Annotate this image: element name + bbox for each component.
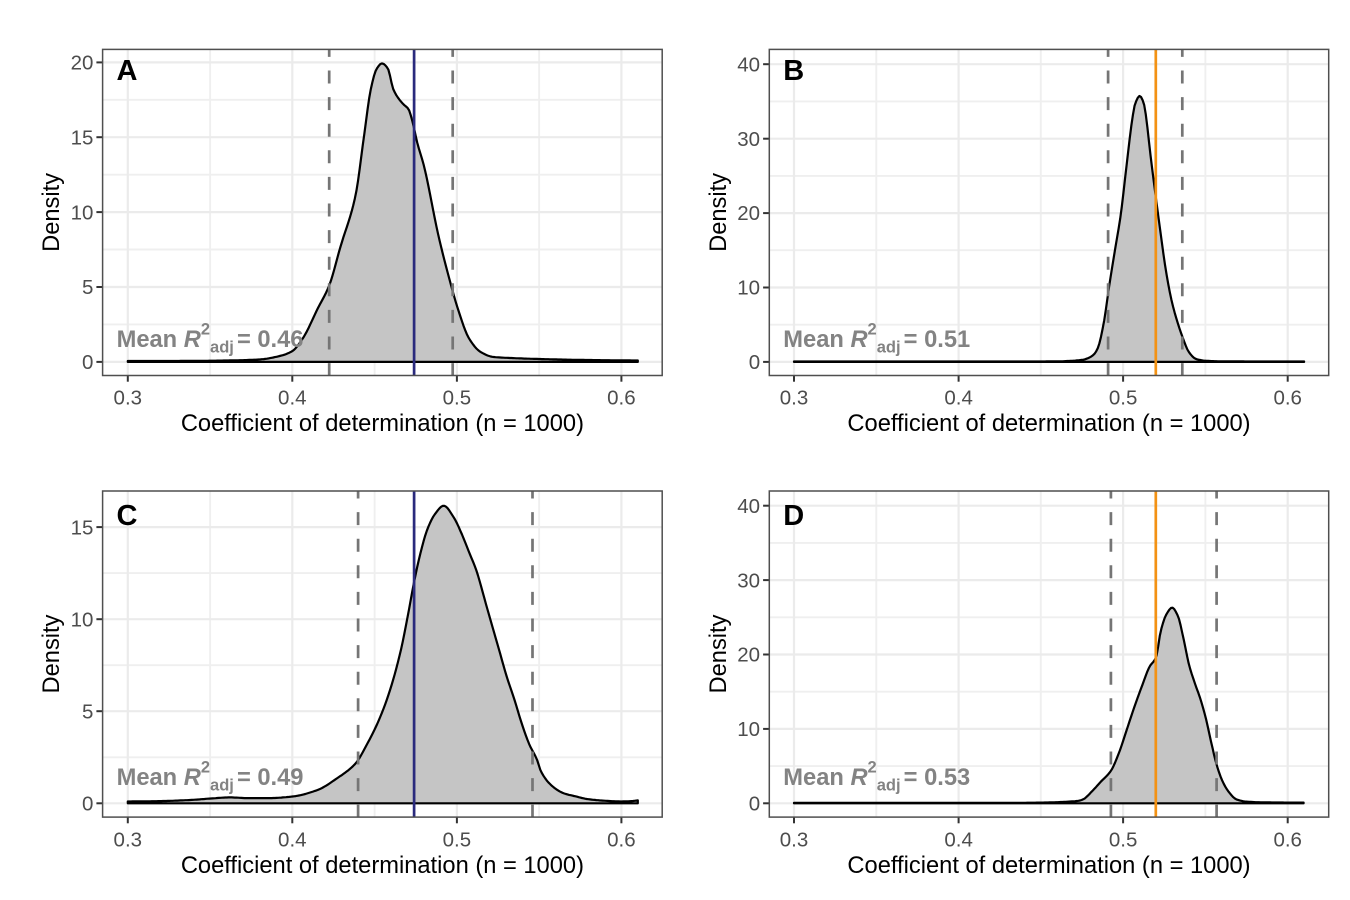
svg-text:0: 0 xyxy=(749,351,760,374)
svg-text:10: 10 xyxy=(737,718,760,741)
svg-text:0.5: 0.5 xyxy=(1109,828,1138,851)
svg-text:0.4: 0.4 xyxy=(278,828,307,851)
svg-text:Density: Density xyxy=(39,614,65,693)
svg-text:Coefficient of determination (: Coefficient of determination (n = 1000) xyxy=(847,411,1250,437)
svg-text:10: 10 xyxy=(71,608,94,631)
svg-text:0: 0 xyxy=(749,793,760,816)
svg-text:5: 5 xyxy=(82,700,93,723)
svg-text:5: 5 xyxy=(82,276,93,299)
svg-text:0.5: 0.5 xyxy=(443,828,472,851)
svg-text:0.6: 0.6 xyxy=(1273,387,1302,410)
svg-text:0.6: 0.6 xyxy=(1273,828,1302,851)
svg-text:30: 30 xyxy=(737,569,760,592)
svg-text:0.6: 0.6 xyxy=(607,387,636,410)
svg-text:10: 10 xyxy=(737,277,760,300)
svg-text:0.4: 0.4 xyxy=(278,387,307,410)
svg-text:A: A xyxy=(117,55,138,87)
svg-text:Mean R2adj = 0.46: Mean R2adj = 0.46 xyxy=(117,321,304,357)
svg-text:15: 15 xyxy=(71,126,94,149)
svg-text:Coefficient of determination (: Coefficient of determination (n = 1000) xyxy=(847,853,1250,879)
svg-text:0.4: 0.4 xyxy=(944,387,973,410)
svg-text:20: 20 xyxy=(737,202,760,225)
svg-text:Coefficient of determination (: Coefficient of determination (n = 1000) xyxy=(181,853,584,879)
svg-text:Mean R2adj = 0.49: Mean R2adj = 0.49 xyxy=(117,759,304,795)
svg-text:D: D xyxy=(783,500,804,532)
svg-text:0.5: 0.5 xyxy=(1109,387,1138,410)
svg-text:0.3: 0.3 xyxy=(780,828,809,851)
svg-text:30: 30 xyxy=(737,128,760,151)
svg-text:Density: Density xyxy=(706,173,732,252)
svg-text:0.3: 0.3 xyxy=(114,828,143,851)
svg-text:0.5: 0.5 xyxy=(443,387,472,410)
svg-text:0: 0 xyxy=(82,351,93,374)
svg-text:C: C xyxy=(117,500,138,532)
svg-text:Density: Density xyxy=(39,173,65,252)
svg-text:20: 20 xyxy=(737,644,760,667)
svg-text:40: 40 xyxy=(737,495,760,518)
svg-text:Coefficient of determination (: Coefficient of determination (n = 1000) xyxy=(181,411,584,437)
svg-text:0.6: 0.6 xyxy=(607,828,636,851)
svg-text:40: 40 xyxy=(737,54,760,77)
svg-text:20: 20 xyxy=(71,52,94,75)
svg-text:0.3: 0.3 xyxy=(780,387,809,410)
svg-text:Mean R2adj = 0.53: Mean R2adj = 0.53 xyxy=(783,759,970,795)
svg-text:10: 10 xyxy=(71,201,94,224)
svg-text:B: B xyxy=(783,55,804,87)
svg-text:Density: Density xyxy=(706,614,732,693)
svg-text:0: 0 xyxy=(82,793,93,816)
svg-text:0.3: 0.3 xyxy=(114,387,143,410)
svg-text:15: 15 xyxy=(71,516,94,539)
svg-text:0.4: 0.4 xyxy=(944,828,973,851)
svg-text:Mean R2adj = 0.51: Mean R2adj = 0.51 xyxy=(783,321,970,357)
